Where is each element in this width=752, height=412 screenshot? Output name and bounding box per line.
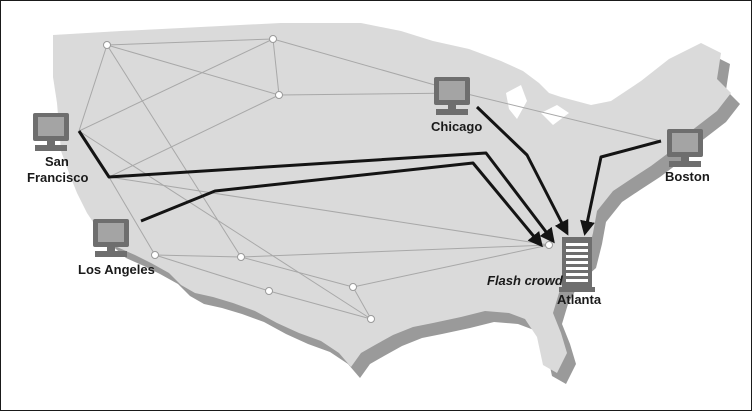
san-francisco-label-line1: San: [45, 154, 69, 169]
us-map: [53, 23, 740, 384]
boston-computer-icon: [667, 129, 703, 167]
san-francisco-label-line2: Francisco: [27, 170, 88, 185]
flash-crowd-routes: [77, 105, 662, 248]
los-angeles-computer-icon: [93, 219, 129, 257]
chicago-label: Chicago: [431, 119, 482, 134]
los-angeles-label: Los Angeles: [78, 262, 155, 277]
chicago-computer-icon: [434, 77, 470, 115]
network-mesh: [78, 38, 662, 320]
route-chicago-atlanta: [475, 105, 569, 236]
route-boston-atlanta: [580, 139, 662, 236]
route-los-angeles-atlanta: [140, 161, 543, 248]
san-francisco-computer-icon: [33, 113, 69, 151]
flash-crowd-label: Flash crowd: [487, 273, 564, 288]
atlanta-server-icon: [559, 237, 595, 292]
us-map-land: [53, 23, 731, 373]
boston-label: Boston: [665, 169, 710, 184]
atlanta-label: Atlanta: [557, 292, 602, 307]
route-san-francisco-atlanta: [77, 130, 555, 244]
